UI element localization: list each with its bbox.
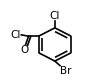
Text: Cl: Cl — [50, 11, 60, 21]
Text: Cl: Cl — [11, 30, 21, 40]
Text: O: O — [21, 45, 29, 55]
Text: Br: Br — [60, 66, 72, 76]
